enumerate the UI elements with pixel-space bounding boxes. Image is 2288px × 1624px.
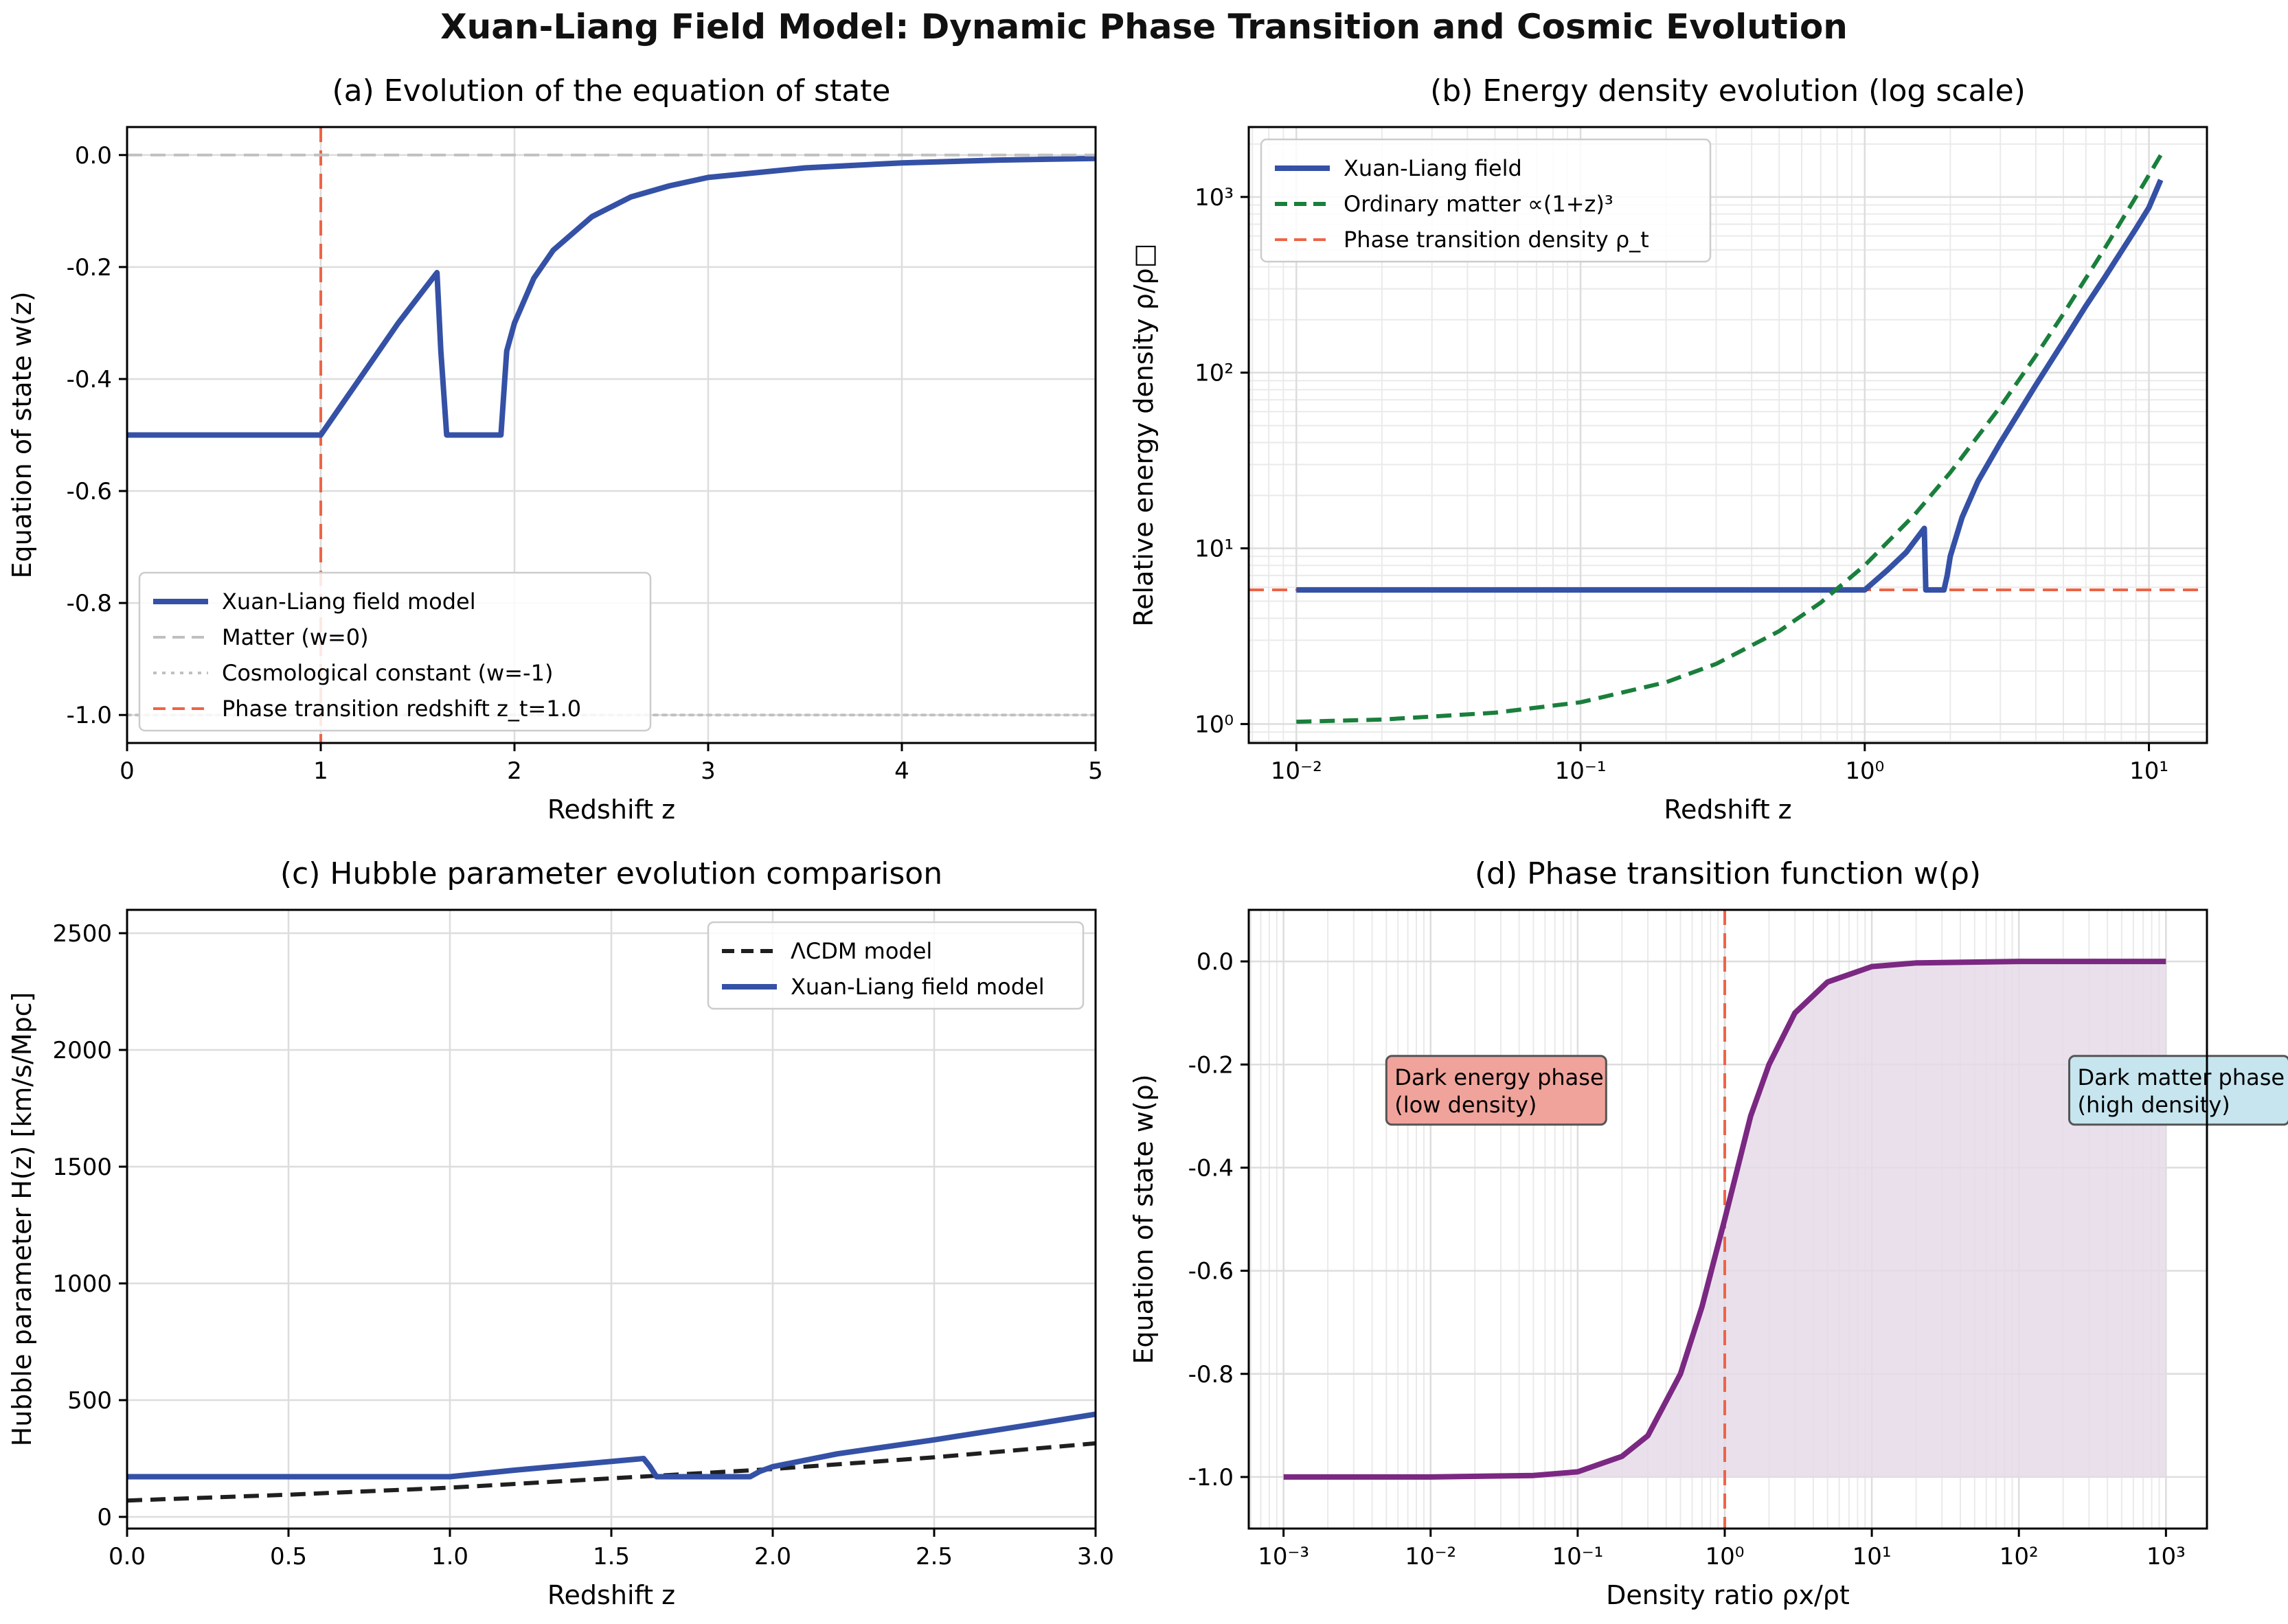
x-tick-label: 10⁰ xyxy=(1845,757,1884,785)
x-axis-label: Density ratio ρx/ρt xyxy=(1606,1580,1850,1610)
annotation-text: (high density) xyxy=(2078,1092,2230,1118)
x-tick-label: 0 xyxy=(120,757,135,785)
axes-frame xyxy=(1247,908,2208,1530)
axes-frame xyxy=(126,126,1097,744)
y-tick-label: 10¹ xyxy=(1194,536,1234,563)
annotation-text: Dark matter phase xyxy=(2078,1064,2285,1090)
legend-label: Xuan-Liang field model xyxy=(222,588,476,615)
y-axis-label: Equation of state w(ρ) xyxy=(1129,1074,1159,1364)
y-tick-label: 0.0 xyxy=(1197,948,1234,976)
legend-box xyxy=(1260,138,1712,263)
y-tick-label: 10² xyxy=(1194,360,1234,387)
x-tick-label: 3 xyxy=(701,757,716,785)
x-tick-label: 0.5 xyxy=(270,1543,307,1570)
x-tick-label: 10⁻¹ xyxy=(1555,757,1607,785)
x-tick-label: 2.5 xyxy=(916,1543,953,1570)
panel-d: Dark energy phase(low density) Dark matte… xyxy=(1129,856,2288,1610)
y-axis-label: Relative energy density ρ/ρ□ xyxy=(1129,243,1159,626)
x-tick-label: 10⁻² xyxy=(1405,1543,1456,1570)
legend-label: Phase transition redshift z_t=1.0 xyxy=(222,696,581,722)
y-tick-label: 10⁰ xyxy=(1194,711,1234,738)
x-tick-label: 10⁻³ xyxy=(1258,1543,1309,1570)
y-tick-label: 1500 xyxy=(52,1154,112,1181)
y-tick-label: -0.2 xyxy=(1188,1051,1234,1079)
y-tick-label: -0.2 xyxy=(67,254,112,282)
x-tick-label: 1.0 xyxy=(431,1543,468,1570)
x-tick-label: 0.0 xyxy=(109,1543,146,1570)
legend-box xyxy=(707,921,1085,1010)
x-tick-label: 10¹ xyxy=(1853,1543,1892,1570)
panel-b: 10⁻² 10⁻¹ 10⁰ 10¹ 10⁰ 10¹ 10² 10³ (b) Energy den… xyxy=(1129,73,2208,825)
annotation-text: (low density) xyxy=(1394,1092,1537,1118)
y-tick-label: -0.8 xyxy=(1188,1361,1234,1388)
figure-title: Xuan-Liang Field Model: Dynamic Phase Tr… xyxy=(440,7,1848,47)
plot-area-d xyxy=(1249,910,2207,1529)
x-tick-label: 10⁻² xyxy=(1271,757,1322,785)
y-tick-label: -0.4 xyxy=(1188,1154,1234,1182)
legend-label: Ordinary matter ∝(1+z)³ xyxy=(1344,191,1613,217)
y-tick-label: 0.0 xyxy=(75,142,112,170)
x-axis-label: Redshift z xyxy=(547,1580,675,1610)
series-line-1 xyxy=(1296,179,2164,593)
x-axis-label: Redshift z xyxy=(1664,794,1791,825)
x-tick-label: 1 xyxy=(313,757,328,785)
y-tick-label: -0.8 xyxy=(67,590,112,617)
panel-title: (a) Evolution of the equation of state xyxy=(332,73,891,108)
series-line-2 xyxy=(127,1411,1096,1480)
legend-label: Xuan-Liang field model xyxy=(791,974,1045,1000)
legend: ΛCDM model Xuan-Liang field model xyxy=(707,921,1085,1010)
legend: Xuan-Liang field model Matter (w=0) Cosmol… xyxy=(138,571,652,732)
y-tick-label: -0.6 xyxy=(1188,1258,1234,1285)
x-tick-label: 10² xyxy=(2000,1543,2039,1570)
x-tick-label: 10³ xyxy=(2147,1543,2186,1570)
y-tick-label: 2000 xyxy=(52,1037,112,1064)
x-tick-label: 10⁻¹ xyxy=(1552,1543,1603,1570)
y-tick-label: 1000 xyxy=(52,1270,112,1298)
x-tick-label: 10¹ xyxy=(2129,757,2168,785)
annotation-box: Dark energy phase(low density) xyxy=(1385,1055,1607,1126)
legend-label: Phase transition density ρ_t xyxy=(1344,227,1649,253)
y-tick-label: -0.6 xyxy=(67,478,112,505)
annotation-background xyxy=(1385,1055,1607,1126)
panel-a: 0 1 2 3 4 5 0.0 -0.2 -0.4 -0.6 -0.8 -1.0 (a) Evoluti… xyxy=(7,73,1103,825)
y-tick-label: 10³ xyxy=(1194,184,1234,211)
x-tick-label: 2 xyxy=(507,757,522,785)
plot-area-c xyxy=(127,910,1096,1529)
x-tick-label: 4 xyxy=(894,757,909,785)
annotation-box: Dark matter phase(high density) xyxy=(2068,1055,2288,1126)
panel-c: 0.0 0.5 1.0 1.5 2.0 2.5 3.0 0 500 1000 1500 2000 250… xyxy=(7,856,1114,1610)
y-tick-label: -1.0 xyxy=(67,702,112,729)
legend: Xuan-Liang field Ordinary matter ∝(1+z)³ P… xyxy=(1260,138,1712,263)
legend-label: Matter (w=0) xyxy=(222,624,369,650)
gridlines xyxy=(127,910,1096,1529)
y-tick-label: 0 xyxy=(97,1504,112,1531)
y-axis-label: Hubble parameter H(z) [km/s/Mpc] xyxy=(7,992,37,1447)
legend-label: ΛCDM model xyxy=(791,938,932,964)
panel-title: (c) Hubble parameter evolution compariso… xyxy=(280,856,942,891)
legend-label: Cosmological constant (w=-1) xyxy=(222,660,553,686)
series-line-1 xyxy=(1283,959,2166,1480)
series-line-1 xyxy=(127,155,1096,438)
annotation-text: Dark energy phase xyxy=(1394,1064,1603,1090)
panel-title: (d) Phase transition function w(ρ) xyxy=(1475,856,1981,891)
x-tick-label: 1.5 xyxy=(593,1543,630,1570)
x-tick-label: 2.0 xyxy=(754,1543,791,1570)
legend-box xyxy=(138,571,652,732)
x-axis-label: Redshift z xyxy=(547,794,675,825)
y-tick-label: -0.4 xyxy=(67,366,112,393)
y-tick-label: -1.0 xyxy=(1188,1464,1234,1491)
y-tick-label: 500 xyxy=(67,1387,112,1415)
y-axis-label: Equation of state w(z) xyxy=(7,291,37,578)
panel-title: (b) Energy density evolution (log scale) xyxy=(1430,73,2026,108)
annotation-background xyxy=(2068,1055,2288,1126)
legend-label: Xuan-Liang field xyxy=(1344,155,1522,181)
x-tick-label: 3.0 xyxy=(1077,1543,1114,1570)
x-tick-label: 5 xyxy=(1088,757,1103,785)
x-tick-label: 10⁰ xyxy=(1706,1543,1745,1570)
series-line-1 xyxy=(127,1441,1096,1503)
axes-frame xyxy=(1247,126,2208,744)
y-tick-label: 2500 xyxy=(52,920,112,948)
